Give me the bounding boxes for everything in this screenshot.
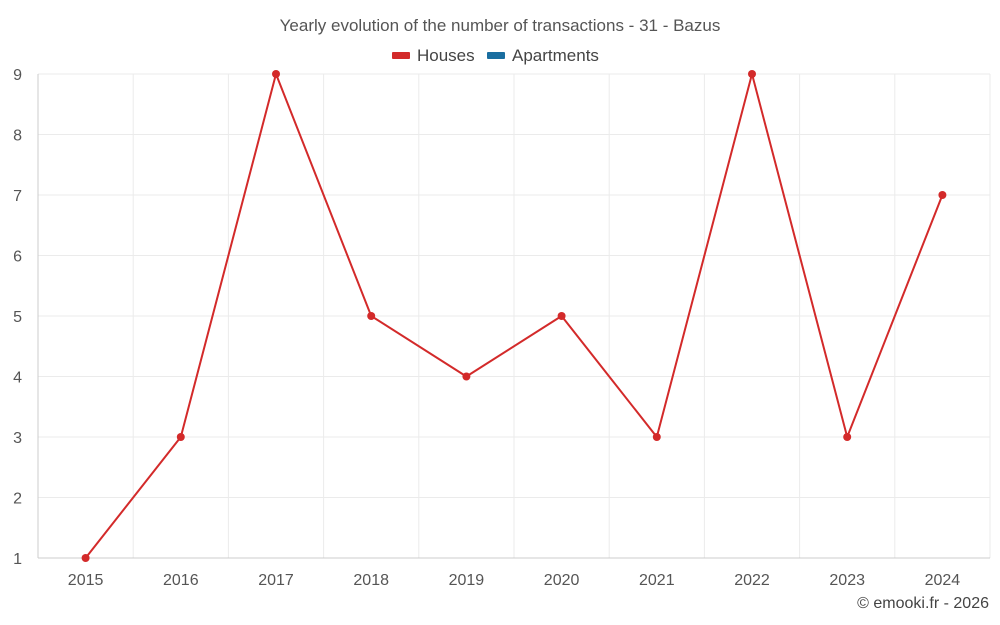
- grid: [37, 73, 991, 559]
- x-axis: 2015 2016 2017 2018 2019 2020 2021 2022 2023 2024: [68, 572, 960, 589]
- x-tick-label: 2020: [544, 572, 580, 589]
- y-axis: 1 2 3 4 5 6 7 8 9: [13, 67, 22, 568]
- x-tick-label: 2021: [639, 572, 675, 589]
- data-point-houses: [176, 433, 185, 441]
- data-point-houses: [272, 70, 280, 78]
- x-tick-label: 2017: [258, 572, 294, 589]
- y-tick-label: 7: [13, 188, 22, 205]
- x-tick-label: 2018: [353, 572, 389, 589]
- y-tick-label: 3: [13, 430, 22, 447]
- y-tick-label: 9: [13, 67, 22, 84]
- data-point-houses: [938, 191, 947, 199]
- y-tick-label: 2: [13, 491, 22, 508]
- data-point-houses: [748, 70, 756, 78]
- series-line-houses: [84, 73, 944, 559]
- legend-label-houses: Houses: [417, 46, 475, 65]
- legend-swatch-apartments: [487, 52, 505, 59]
- credit-text: © emooki.fr - 2026: [857, 595, 989, 612]
- y-tick-label: 6: [13, 249, 22, 266]
- y-tick-label: 5: [13, 309, 22, 326]
- y-tick-label: 8: [13, 128, 22, 145]
- x-tick-label: 2019: [449, 572, 485, 589]
- legend: Houses Apartments: [392, 46, 599, 65]
- y-tick-label: 1: [13, 551, 22, 568]
- data-point-houses: [557, 312, 566, 320]
- data-point-houses: [81, 554, 90, 562]
- chart-title: Yearly evolution of the number of transa…: [280, 16, 721, 35]
- data-point-houses: [843, 433, 852, 441]
- series-layer: [81, 70, 947, 562]
- x-tick-label: 2016: [163, 572, 199, 589]
- legend-swatch-houses: [392, 52, 410, 59]
- data-point-houses: [462, 372, 471, 381]
- x-tick-label: 2023: [829, 572, 865, 589]
- x-tick-label: 2024: [925, 572, 961, 589]
- data-point-houses: [367, 312, 376, 320]
- legend-label-apartments: Apartments: [512, 46, 599, 65]
- y-tick-label: 4: [13, 370, 22, 387]
- x-tick-label: 2022: [734, 572, 770, 589]
- data-point-houses: [652, 433, 661, 441]
- x-tick-label: 2015: [68, 572, 104, 589]
